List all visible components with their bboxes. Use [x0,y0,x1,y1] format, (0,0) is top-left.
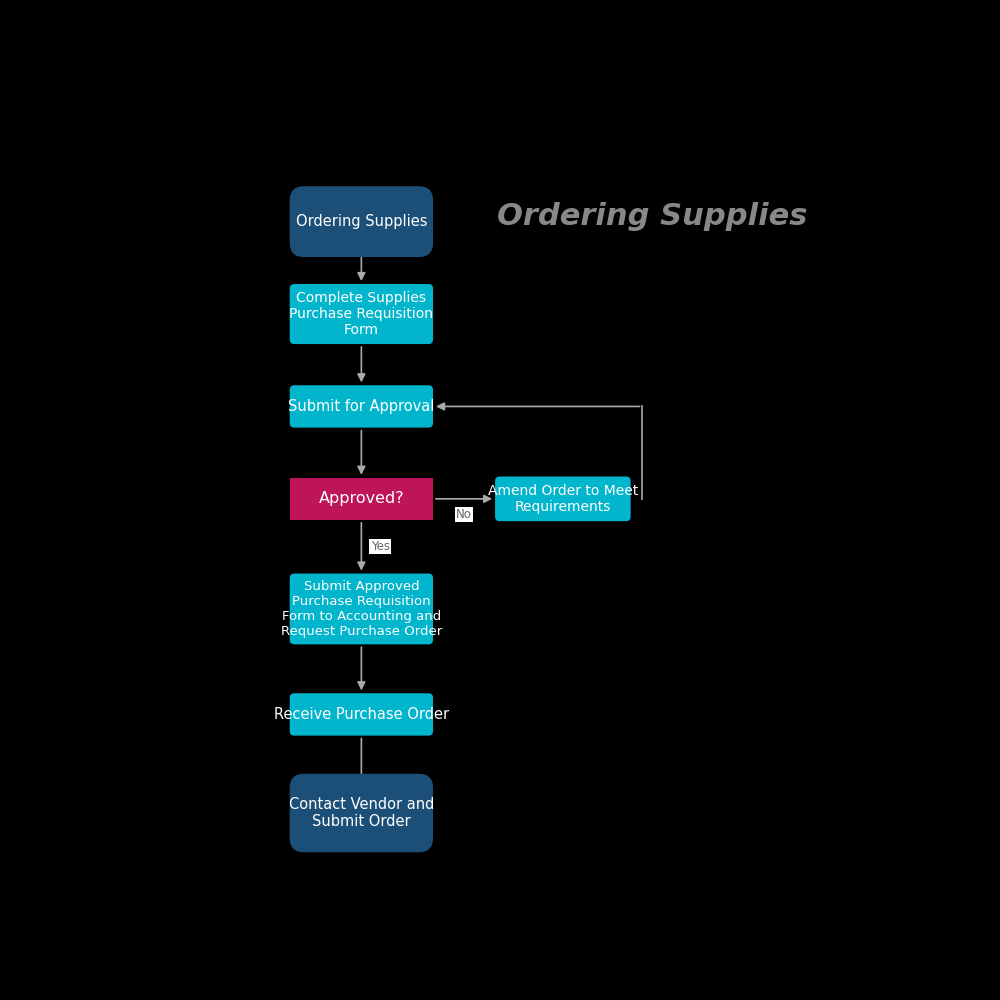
FancyBboxPatch shape [495,477,631,521]
FancyBboxPatch shape [290,186,433,257]
Text: Yes: Yes [371,540,390,553]
Text: Approved?: Approved? [319,491,404,506]
Text: Ordering Supplies: Ordering Supplies [497,202,807,231]
Text: Contact Vendor and
Submit Order: Contact Vendor and Submit Order [289,797,434,829]
FancyBboxPatch shape [290,574,433,644]
Text: Complete Supplies
Purchase Requisition
Form: Complete Supplies Purchase Requisition F… [289,291,433,337]
Text: Receive Purchase Order: Receive Purchase Order [274,707,449,722]
Text: Submit for Approval: Submit for Approval [288,399,435,414]
Text: No: No [456,508,472,521]
Text: Submit Approved
Purchase Requisition
Form to Accounting and
Request Purchase Ord: Submit Approved Purchase Requisition For… [281,580,442,638]
FancyBboxPatch shape [290,693,433,736]
FancyBboxPatch shape [290,774,433,852]
FancyBboxPatch shape [290,385,433,428]
FancyBboxPatch shape [290,478,433,520]
FancyBboxPatch shape [290,284,433,344]
Text: Ordering Supplies: Ordering Supplies [296,214,427,229]
Text: Amend Order to Meet
Requirements: Amend Order to Meet Requirements [488,484,638,514]
